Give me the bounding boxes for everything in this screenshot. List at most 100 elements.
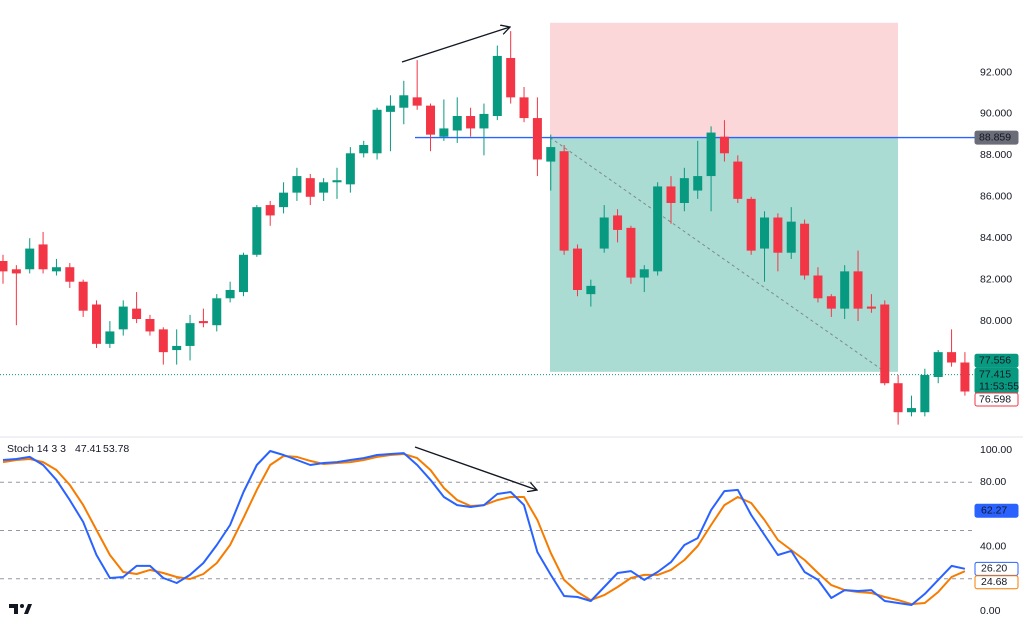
candle-body xyxy=(412,97,422,106)
y-tick-label: 88.000 xyxy=(980,149,1012,161)
candle-body xyxy=(479,113,489,129)
stoch-line xyxy=(2,450,966,606)
indicator-value: 47.41 xyxy=(75,443,101,455)
target-zone xyxy=(550,137,898,372)
candle-body xyxy=(746,198,756,251)
candle-body xyxy=(519,97,529,119)
candle-body xyxy=(305,178,315,197)
candle-body xyxy=(198,321,208,324)
value-tag-label: 62.27 xyxy=(981,505,1007,517)
candle-body xyxy=(906,408,916,413)
candle-body xyxy=(626,227,636,278)
candle-body xyxy=(172,345,182,351)
y-tick-label: 80.00 xyxy=(980,476,1006,488)
candle-body xyxy=(893,383,903,413)
candle-body xyxy=(572,248,582,290)
candle-body xyxy=(599,217,609,249)
candle-body xyxy=(866,306,876,309)
y-tick-label: 0.00 xyxy=(980,605,1001,617)
price-tag-label: 77.556 xyxy=(979,354,1011,366)
y-tick-label: 84.000 xyxy=(980,232,1012,244)
candle-body xyxy=(0,261,8,272)
candle-body xyxy=(773,217,783,253)
candle-body xyxy=(466,116,476,129)
candle-body xyxy=(319,182,329,193)
candle-body xyxy=(11,269,21,274)
candle-body xyxy=(118,306,128,330)
candle-body xyxy=(225,290,235,299)
price-tag-label: 88.859 xyxy=(979,131,1011,143)
price-tag-label: 77.415 xyxy=(979,368,1011,380)
candle-body xyxy=(452,116,462,131)
candle-body xyxy=(506,58,516,98)
candle-body xyxy=(960,362,970,392)
candle-body xyxy=(65,267,75,282)
trend-arrow xyxy=(401,27,510,63)
candle-body xyxy=(586,285,596,295)
candle-body xyxy=(947,352,957,363)
candle-body xyxy=(639,269,649,278)
candle-body xyxy=(706,132,716,177)
trade-path xyxy=(549,137,886,373)
candle-body xyxy=(105,331,115,344)
indicator-value: 53.78 xyxy=(103,443,129,455)
y-tick-label: 86.000 xyxy=(980,191,1012,203)
candle-body xyxy=(345,153,355,185)
candle-body xyxy=(292,176,302,193)
candle-body xyxy=(78,281,88,311)
candle-body xyxy=(212,298,222,326)
candle-body xyxy=(25,248,35,270)
candle-body xyxy=(359,145,369,154)
candle-body xyxy=(840,271,850,309)
value-tag-label: 24.68 xyxy=(981,576,1007,588)
candle-body xyxy=(800,223,810,276)
candle-body xyxy=(853,271,863,309)
candle-body xyxy=(92,304,102,344)
indicator-title: Stoch 14 3 3 xyxy=(7,443,66,455)
candle-body xyxy=(920,374,930,413)
countdown-label: 11:53:55 xyxy=(979,380,1019,392)
candle-body xyxy=(733,161,743,199)
candle-body xyxy=(693,176,703,191)
value-tag-label: 26.20 xyxy=(981,563,1007,575)
candle-body xyxy=(719,136,729,154)
labels-layer: Stoch 14 3 3 80.000 82.000 84.000 86.000 88.… xyxy=(7,66,1019,617)
candle-body xyxy=(426,105,436,135)
candle-body xyxy=(532,118,542,160)
y-tick-label: 82.000 xyxy=(980,273,1012,285)
y-tick-label: 92.000 xyxy=(980,66,1012,78)
candle-body xyxy=(613,215,623,230)
candle-body xyxy=(546,147,556,162)
divergence-arrow xyxy=(414,446,537,490)
candle-body xyxy=(666,186,676,203)
value-tag xyxy=(974,575,1019,590)
candle-body xyxy=(880,304,890,384)
tv-logo xyxy=(9,604,32,614)
candle-body xyxy=(372,109,382,154)
y-tick-label: 80.000 xyxy=(980,315,1012,327)
candle-body xyxy=(653,186,663,272)
candle-body xyxy=(132,308,142,319)
y-tick-label: 100.00 xyxy=(980,444,1012,456)
candle-body xyxy=(439,128,449,137)
candle-body xyxy=(385,105,395,112)
candle-body xyxy=(38,244,48,270)
candle-body xyxy=(158,329,168,353)
y-tick-label: 40.00 xyxy=(980,540,1006,552)
candle-body xyxy=(279,192,289,208)
price-tag-label: 76.598 xyxy=(979,393,1011,405)
candle-body xyxy=(559,151,569,251)
candle-body xyxy=(51,267,61,272)
candle-body xyxy=(492,55,502,116)
candle-body xyxy=(252,207,262,255)
marks-layer xyxy=(0,31,970,606)
candle-body xyxy=(760,217,770,249)
price-tag xyxy=(974,353,1019,368)
candle-body xyxy=(679,178,689,203)
price-tag xyxy=(974,130,1019,145)
candle-body xyxy=(786,221,796,253)
price-tag xyxy=(974,392,1019,407)
stop-zone xyxy=(550,22,898,138)
